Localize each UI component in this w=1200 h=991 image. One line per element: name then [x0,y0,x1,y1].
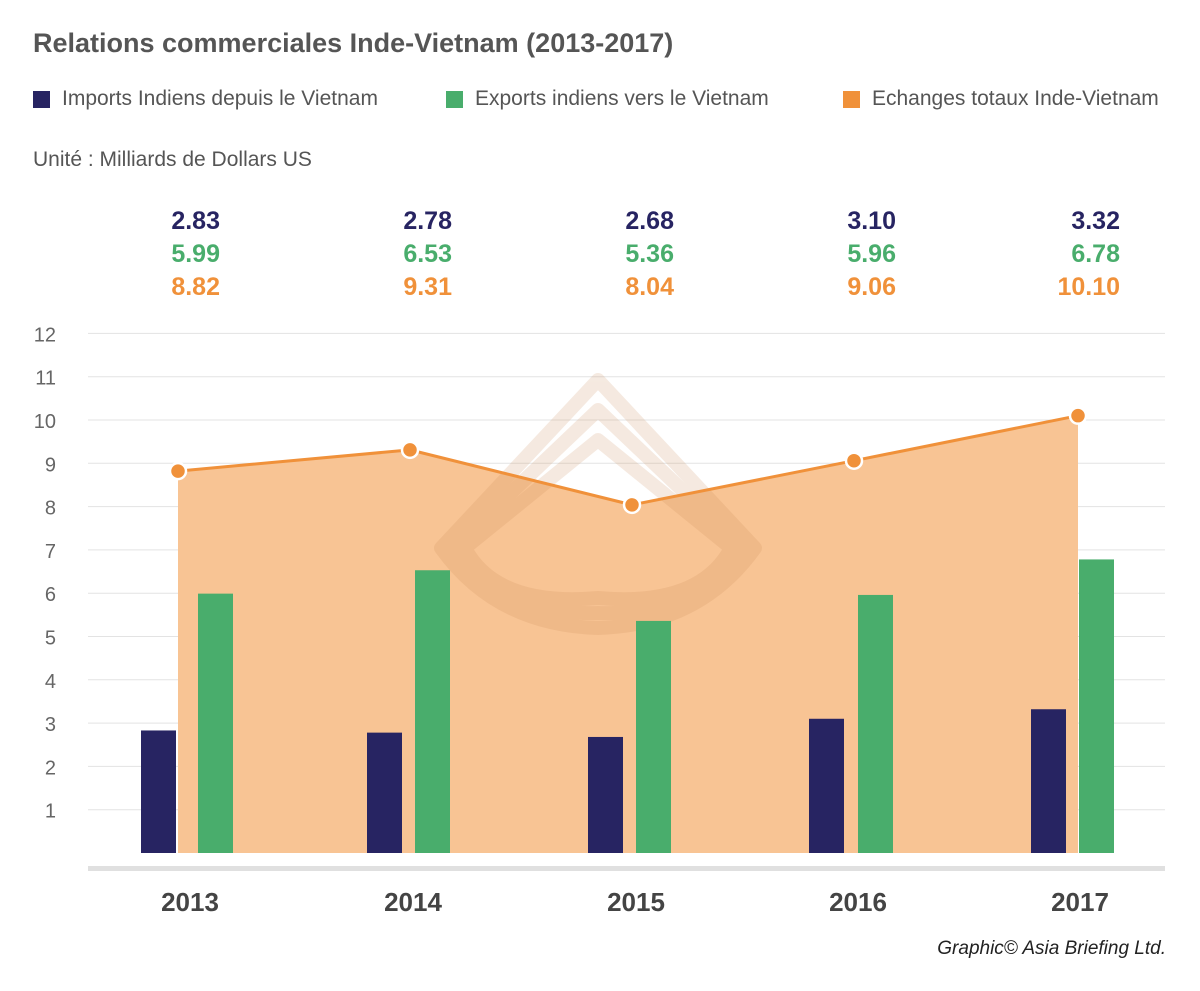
legend-item-exports: Exports indiens vers le Vietnam [446,86,769,112]
y-tick-label: 7 [45,541,56,563]
total-point-2016 [844,451,864,470]
bar-imports-2017 [1031,709,1066,853]
legend-label-exports: Exports indiens vers le Vietnam [475,87,769,110]
bar-exports-2013 [198,593,233,853]
y-tick-label: 10 [34,411,56,433]
data-label-total: 9.31 [403,273,452,301]
data-label-imports: 2.68 [625,207,674,235]
credit-text: Graphic© Asia Briefing Ltd. [937,938,1166,959]
x-tick-label: 2013 [161,887,219,917]
bar-imports-2013 [141,730,176,853]
bar-imports-2016 [809,718,844,853]
legend-item-imports: Imports Indiens depuis le Vietnam [33,86,378,112]
y-tick-label: 12 [34,324,56,346]
watermark-shape [458,433,738,607]
total-trade-area [178,415,1078,853]
x-tick-label: 2016 [829,887,887,917]
unit-label: Unité : Milliards de Dollars US [33,148,312,171]
watermark-shape [446,403,750,621]
legend-swatch-total [843,90,860,108]
data-label-total: 9.06 [847,273,896,301]
y-tick-label: 9 [45,454,56,476]
data-label-imports: 2.78 [403,207,452,235]
bar-exports-2017 [1079,559,1114,853]
data-label-total: 10.10 [1057,273,1120,301]
legend-item-total: Echanges totaux Inde-Vietnam [843,86,1159,112]
data-label-exports: 5.96 [847,240,896,268]
data-label-imports: 3.32 [1071,207,1120,235]
y-tick-label: 2 [45,757,56,779]
bar-exports-2015 [636,620,671,853]
data-label-total: 8.82 [171,273,220,301]
y-tick-label: 8 [45,498,56,520]
watermark-shape [434,373,762,635]
y-tick-label: 6 [45,584,56,606]
data-label-total: 8.04 [625,273,674,301]
y-tick-label: 11 [35,368,56,390]
data-label-imports: 3.10 [847,207,896,235]
watermark-logo [434,373,762,635]
total-point-2013 [168,461,188,481]
x-tick-label: 2014 [384,887,442,917]
data-label-exports: 5.36 [625,240,674,268]
bar-imports-2015 [588,736,623,853]
total-point-2014 [400,440,420,460]
data-label-exports: 5.99 [171,240,220,268]
y-tick-label: 1 [45,801,56,823]
legend-label-imports: Imports Indiens depuis le Vietnam [62,87,378,110]
data-label-imports: 2.83 [171,207,220,235]
y-tick-label: 5 [45,628,56,650]
data-label-exports: 6.78 [1071,240,1120,268]
bar-exports-2016 [858,594,893,853]
data-label-exports: 6.53 [403,240,452,268]
legend-label-total: Echanges totaux Inde-Vietnam [872,87,1159,110]
x-axis-baseline [88,866,1165,871]
chart-title: Relations commerciales Inde-Vietnam (201… [33,28,674,58]
legend-swatch-exports [446,90,463,108]
y-tick-label: 3 [45,714,56,736]
bar-exports-2014 [415,570,450,853]
y-tick-label: 4 [45,671,56,693]
total-point-2017 [1068,406,1088,425]
x-tick-label: 2015 [607,887,665,917]
x-tick-label: 2017 [1051,887,1109,917]
legend-swatch-imports [33,90,50,108]
total-point-2015 [622,495,642,515]
bar-imports-2014 [367,732,402,853]
